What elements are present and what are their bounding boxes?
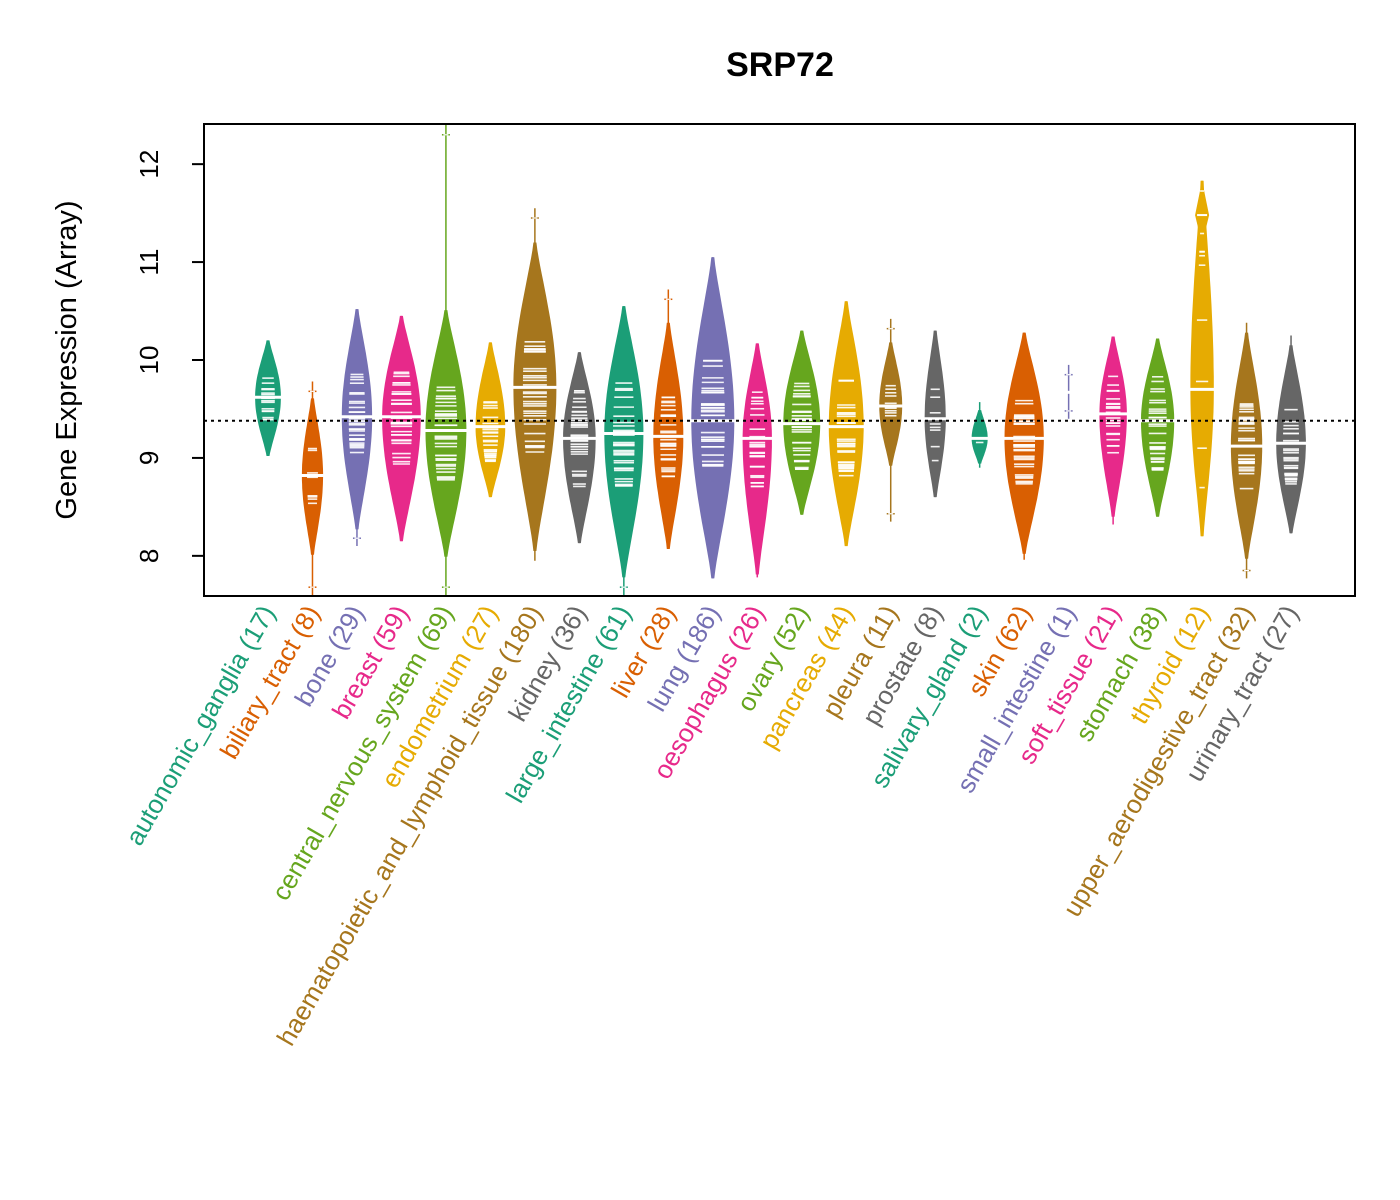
violin-biliary_tract [301,381,324,596]
violin-thyroid [1189,180,1215,537]
violin-body-secondary [1195,180,1210,245]
violin-body [924,330,946,498]
plot-frame [203,123,1356,597]
y-tick-label: 11 [134,249,164,276]
violin-pleura [878,318,903,522]
violin-large_intestine [603,306,644,596]
violin-skin [1003,332,1045,560]
x-axis-labels: autonomic_ganglia (17)biliary_tract (8)b… [119,600,1304,1051]
violin-salivary_gland [971,402,989,468]
violin-lung [690,257,735,579]
violin-ovary [782,330,821,515]
violin-oesophagus [742,343,773,578]
violin-pancreas [828,301,865,547]
violin-autonomic_ganglia [254,340,282,456]
violin-prostate [924,330,947,498]
violin-body [1190,180,1214,537]
y-tick-label: 8 [134,549,164,563]
violin-body [382,315,421,542]
y-tick-label: 10 [134,346,164,375]
violin-haematopoietic_and_lymphoid_tissue [512,208,557,561]
violin-stomach [1140,338,1175,517]
violin-body [691,257,735,579]
violin-endometrium [475,342,506,498]
violin-body [1141,338,1175,517]
violin-upper_aerodigestive_tract [1230,322,1263,579]
violin-central_nervous_system [424,124,467,596]
violin-body [425,310,467,557]
violin-soft_tissue [1098,336,1128,525]
violin-body [1276,345,1306,534]
y-tick-label: 9 [134,451,164,465]
y-tick-label: 12 [134,150,164,179]
violin-urinary_tract [1275,335,1307,534]
violin-body [1004,332,1044,554]
violin-body [879,342,903,466]
violin-body [475,342,506,498]
y-axis-label: Gene Expression (Array) [51,200,83,519]
violin-kidney [562,352,597,544]
violin-liver [652,289,684,549]
chart-title: SRP72 [726,46,834,84]
violin-bone [341,309,373,547]
y-axis: 8 9 10 11 12 [134,150,204,563]
violin-breast [381,315,422,542]
plot-area [204,124,1355,596]
violin-small_intestine [1060,364,1077,419]
violin-body [742,343,772,575]
